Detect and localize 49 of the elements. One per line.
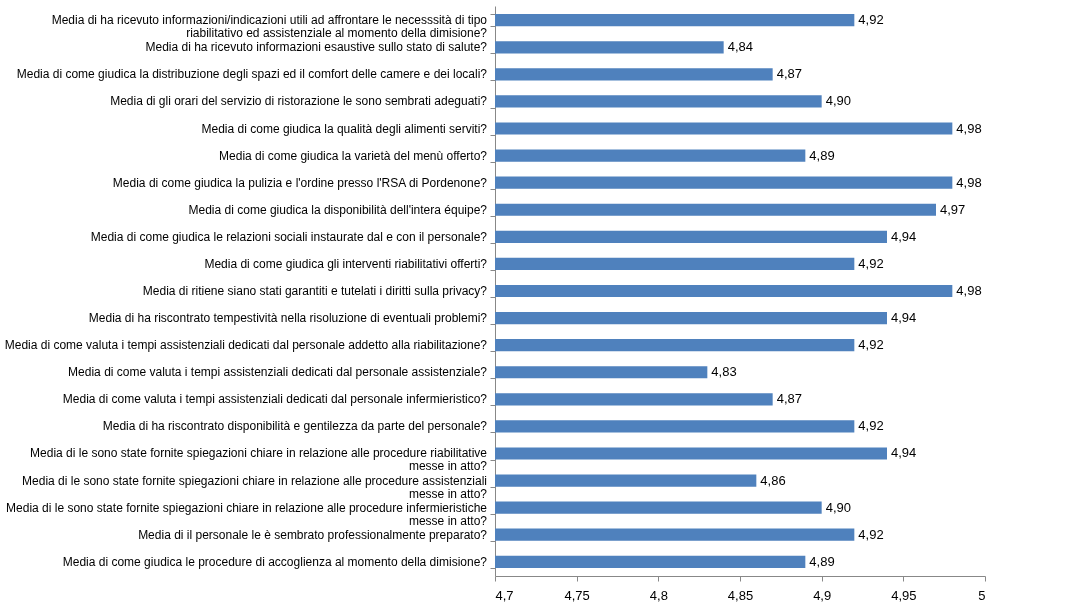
x-tick-label: 5 — [978, 587, 986, 603]
data-label: 4,89 — [809, 147, 835, 163]
data-label: 4,92 — [858, 255, 884, 271]
y-tick-label: Media di ha riscontrato tempestività nella risoluzione di eventuali problemi? — [88, 311, 488, 326]
data-label: 4,90 — [825, 499, 851, 515]
x-tick-label: 4,85 — [727, 587, 754, 603]
y-tick-label: Media di gli orari del servizio di ristorazione le sono sembrati adeguati? — [110, 94, 488, 109]
data-label: 4,92 — [858, 12, 884, 28]
x-tick-label: 4,8 — [649, 587, 668, 603]
y-tick-label: Media di come valuta i tempi assistenziali dedicati dal personale infermieristico? — [62, 392, 488, 407]
data-label: 4,94 — [891, 228, 917, 244]
y-tick-label: Media di come valuta i tempi assistenziali dedicati dal personale assistenziale? — [68, 365, 488, 380]
x-tick-label: 4,95 — [891, 587, 917, 603]
data-label: 4,98 — [956, 174, 982, 190]
y-tick-label: Media di le sono state fornite spiegazioni chiare in relazione alle procedure riabilitative messe in atto? — [30, 446, 488, 474]
y-tick-label: Media di come valuta i tempi assistenziali dedicati dal personale addetto alla riabilitazione? — [4, 338, 488, 353]
y-tick-label: Media di ritiene siano stati garantiti e tutelati i diritti sulla privacy? — [142, 284, 488, 298]
data-label: 4,98 — [956, 283, 982, 298]
x-tick-label: 4,75 — [564, 587, 590, 603]
data-label: 4,87 — [776, 391, 802, 407]
data-label: 4,90 — [825, 93, 851, 109]
y-tick-label: Media di ha ricevuto informazioni esaustive sullo stato di salute? — [145, 40, 488, 55]
x-tick-label: 4,7 — [495, 587, 514, 603]
y-tick-label: Media di ha riscontrato disponibilità e gentilezza da parte del personale? — [102, 419, 488, 434]
y-tick-label: Media di come giudica la varietà del menù offerto? — [219, 148, 488, 163]
data-label: 4,87 — [776, 66, 802, 82]
data-label: 4,84 — [727, 39, 753, 55]
x-tick-label: 4,9 — [813, 587, 832, 603]
y-tick-label: Media di il personale le è sembrato professionalmente preparato? — [138, 527, 488, 542]
y-tick-label: Media di come giudica la qualità degli alimenti serviti? — [201, 121, 488, 136]
data-label: 4,83 — [711, 364, 737, 380]
data-label: 4,92 — [858, 526, 884, 542]
data-label: 4,97 — [940, 201, 966, 217]
y-tick-label: Media di come giudica gli interventi riabilitativi offerti? — [204, 256, 488, 271]
y-tick-label: Media di come giudica la pulizia e l'ordine presso l'RSA di Pordenone? — [112, 175, 488, 190]
data-label: 4,92 — [858, 337, 884, 353]
y-tick-label: Media di come giudica la disponibilità dell'intera équipe? — [188, 202, 488, 217]
y-tick-label: Media di ha ricevuto informazioni/indicazioni utili ad affrontare le necesssità di tipo riabilitativo ed assistenziale al momento della dimisione? — [51, 13, 488, 41]
data-label: 4,89 — [809, 553, 835, 569]
data-label: 4,98 — [956, 120, 982, 136]
y-tick-label: Media di le sono state fornite spiegazioni chiare in relazione alle procedure infermieristiche messe in atto? — [6, 500, 488, 528]
data-label: 4,92 — [858, 418, 884, 434]
y-tick-label: Media di come giudica le procedure di accoglienza al momento della dimisione? — [62, 554, 488, 569]
data-label: 4,94 — [891, 310, 917, 326]
data-label: 4,94 — [891, 445, 917, 461]
y-tick-label: Media di le sono state fornite spiegazioni chiare in relazione alle procedure assistenziali messe in atto? — [22, 473, 488, 501]
y-tick-label: Media di come giudica le relazioni sociali instaurate dal e con il personale? — [90, 229, 488, 244]
data-label: 4,86 — [760, 472, 786, 488]
y-tick-label: Media di come giudica la distribuzione degli spazi ed il comfort delle camere e dei locali? — [16, 67, 488, 82]
